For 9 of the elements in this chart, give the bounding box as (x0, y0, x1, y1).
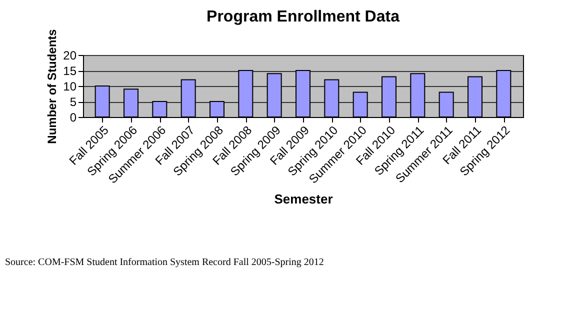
source-note: Source: COM-FSM Student Information System Record Fall 2005-Spring 2012 (5, 257, 324, 268)
y-axis-title: Number of Students (45, 28, 60, 144)
y-tick-label: 15 (63, 64, 77, 78)
y-tick-label: 0 (70, 110, 77, 124)
y-tick-label: 10 (63, 80, 77, 94)
y-tick-label: 20 (63, 48, 77, 62)
y-tick-label: 5 (70, 95, 77, 109)
x-axis-title: Semester (274, 192, 333, 207)
chart-title: Program Enrollment Data (206, 8, 400, 26)
